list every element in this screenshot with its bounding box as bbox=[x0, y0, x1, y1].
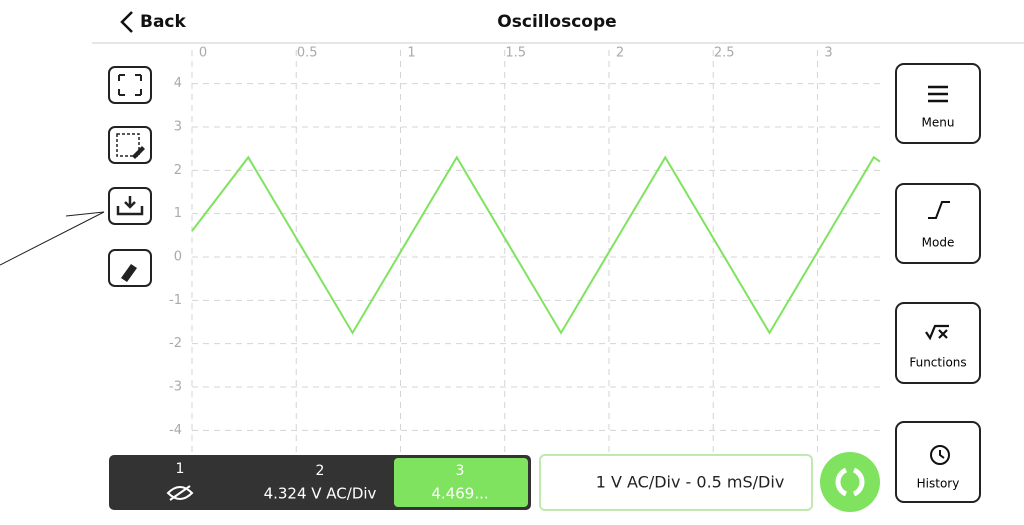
menu-button[interactable] bbox=[895, 63, 981, 144]
history-label[interactable]: History bbox=[917, 477, 960, 491]
y-tick-label: 4 bbox=[174, 76, 182, 91]
mode-label[interactable]: Mode bbox=[922, 236, 955, 250]
right-toolbar: Menu Mode Functions History bbox=[895, 63, 981, 503]
functions-label[interactable]: Functions bbox=[909, 356, 966, 370]
mode-icon bbox=[928, 201, 950, 219]
history-button[interactable] bbox=[895, 421, 981, 503]
hidden-icon bbox=[166, 485, 194, 501]
x-tick-label: 0 bbox=[199, 46, 207, 61]
mode-button[interactable] bbox=[895, 183, 981, 264]
y-tick-label: 0 bbox=[174, 250, 182, 265]
y-tick-label: -1 bbox=[169, 293, 182, 308]
functions-button[interactable] bbox=[895, 302, 981, 384]
annotation-arrow bbox=[65, 211, 105, 217]
menu-icon bbox=[928, 85, 948, 103]
run-icon bbox=[835, 467, 865, 497]
back-icon bbox=[120, 11, 133, 33]
save-icon bbox=[116, 196, 144, 216]
flashlight-icon bbox=[121, 264, 137, 282]
y-tick-label: 3 bbox=[174, 120, 182, 135]
fullscreen-button[interactable] bbox=[108, 66, 152, 104]
back-label[interactable]: Back bbox=[140, 12, 187, 32]
channel-scale: 4.324 V AC/Div bbox=[264, 485, 377, 503]
fullscreen-icon bbox=[118, 74, 142, 96]
history-icon bbox=[930, 445, 950, 465]
y-tick-label: -3 bbox=[169, 380, 182, 395]
status-text: 1 V AC/Div - 0.5 mS/Div bbox=[596, 473, 785, 492]
run-button[interactable] bbox=[820, 452, 880, 512]
left-toolbar bbox=[0, 66, 152, 287]
y-tick-label: -2 bbox=[169, 336, 182, 351]
back-button[interactable]: Back bbox=[120, 11, 187, 33]
y-tick-label: -4 bbox=[169, 423, 182, 438]
y-tick-label: 2 bbox=[174, 163, 182, 178]
annotation-arrow bbox=[0, 211, 105, 266]
x-tick-label: 2 bbox=[616, 46, 624, 61]
y-tick-label: 1 bbox=[174, 206, 182, 221]
select-button[interactable] bbox=[108, 126, 152, 164]
page-title: Oscilloscope bbox=[497, 12, 616, 32]
x-tick-label: 2.5 bbox=[714, 46, 735, 61]
plot: -4 -3 -2 -1 0 1 2 3 4 0 0.5 1 1.5 2 2.5 3 bbox=[169, 46, 881, 452]
x-tick-label: 1 bbox=[407, 46, 415, 61]
x-tick-label: 1.5 bbox=[505, 46, 526, 61]
channel-scale: 4.469... bbox=[431, 485, 488, 503]
channel-number[interactable]: 3 bbox=[456, 463, 465, 479]
history-hands bbox=[939, 450, 945, 459]
menu-label[interactable]: Menu bbox=[922, 116, 955, 130]
active-channel[interactable] bbox=[394, 458, 528, 507]
pen-icon bbox=[132, 146, 145, 159]
channel-number[interactable]: 1 bbox=[176, 461, 185, 477]
functions-icon bbox=[925, 324, 949, 341]
channel-bar: 1 2 4.324 V AC/Div 3 4.469... 1 V AC/Div… bbox=[109, 452, 880, 512]
x-tick-label: 0.5 bbox=[297, 46, 318, 61]
status-box bbox=[539, 454, 813, 511]
select-icon bbox=[116, 133, 140, 157]
channel-number[interactable]: 2 bbox=[316, 463, 325, 479]
x-tick-label: 3 bbox=[824, 46, 832, 61]
signal-trace bbox=[191, 155, 881, 335]
